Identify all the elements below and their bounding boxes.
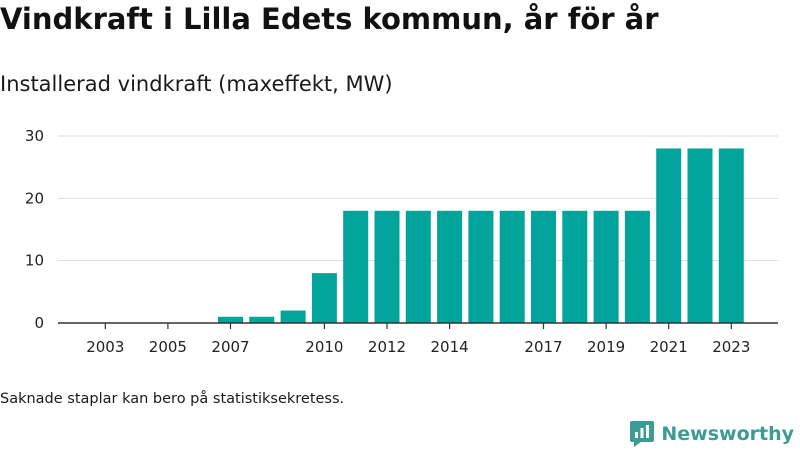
x-tick-label: 2012: [368, 338, 406, 356]
x-tick-label: 2007: [211, 338, 249, 356]
newsworthy-logo-icon: [630, 421, 655, 447]
y-tick-label: 30: [25, 127, 44, 145]
bar-2009: [280, 310, 306, 323]
bar-2010: [311, 273, 337, 323]
y-tick-labels: 0 10 20 30: [25, 127, 44, 332]
y-tick-label: 0: [34, 314, 44, 332]
bar-2019: [593, 210, 619, 323]
brand-logo: Newsworthy: [629, 420, 794, 448]
bar-2023: [718, 148, 744, 323]
bar-2022: [687, 148, 713, 323]
bar-2008: [249, 316, 275, 323]
bar-2020: [624, 210, 650, 323]
y-tick-label: 10: [25, 252, 44, 270]
bar-2018: [562, 210, 588, 323]
x-tick-label: 2003: [86, 338, 124, 356]
footnote: Saknade staplar kan bero på statistiksek…: [0, 391, 345, 407]
bar-2012: [374, 210, 400, 323]
bar-2017: [531, 210, 556, 323]
bar-2016: [499, 210, 525, 323]
x-tick-label: 2017: [524, 338, 562, 356]
brand-name: Newsworthy: [661, 423, 794, 445]
chart-subtitle: Installerad vindkraft (maxeffekt, MW): [0, 72, 393, 96]
x-ticks: 2003 2005 2007 2010 2012 2014 2017 2019 2021 2023: [86, 323, 750, 356]
bar-2014: [437, 210, 463, 323]
x-tick-label: 2010: [305, 338, 343, 356]
bar-2007: [218, 316, 243, 323]
x-tick-label: 2019: [587, 338, 625, 356]
x-tick-label: 2021: [650, 338, 688, 356]
x-tick-label: 2005: [149, 338, 187, 356]
bars: [218, 148, 744, 323]
bar-2013: [405, 210, 431, 323]
bar-2015: [468, 210, 494, 323]
chart-title: Vindkraft i Lilla Edets kommun, år för å…: [0, 2, 659, 36]
x-tick-label: 2014: [431, 338, 469, 356]
x-tick-label: 2023: [712, 338, 750, 356]
y-tick-label: 20: [25, 189, 44, 207]
bar-chart: 0 10 20 30 2003 2005 2007 2010 2012 2014 2017 2019…: [25, 127, 778, 356]
bar-2021: [656, 148, 682, 323]
bar-2011: [343, 210, 369, 323]
